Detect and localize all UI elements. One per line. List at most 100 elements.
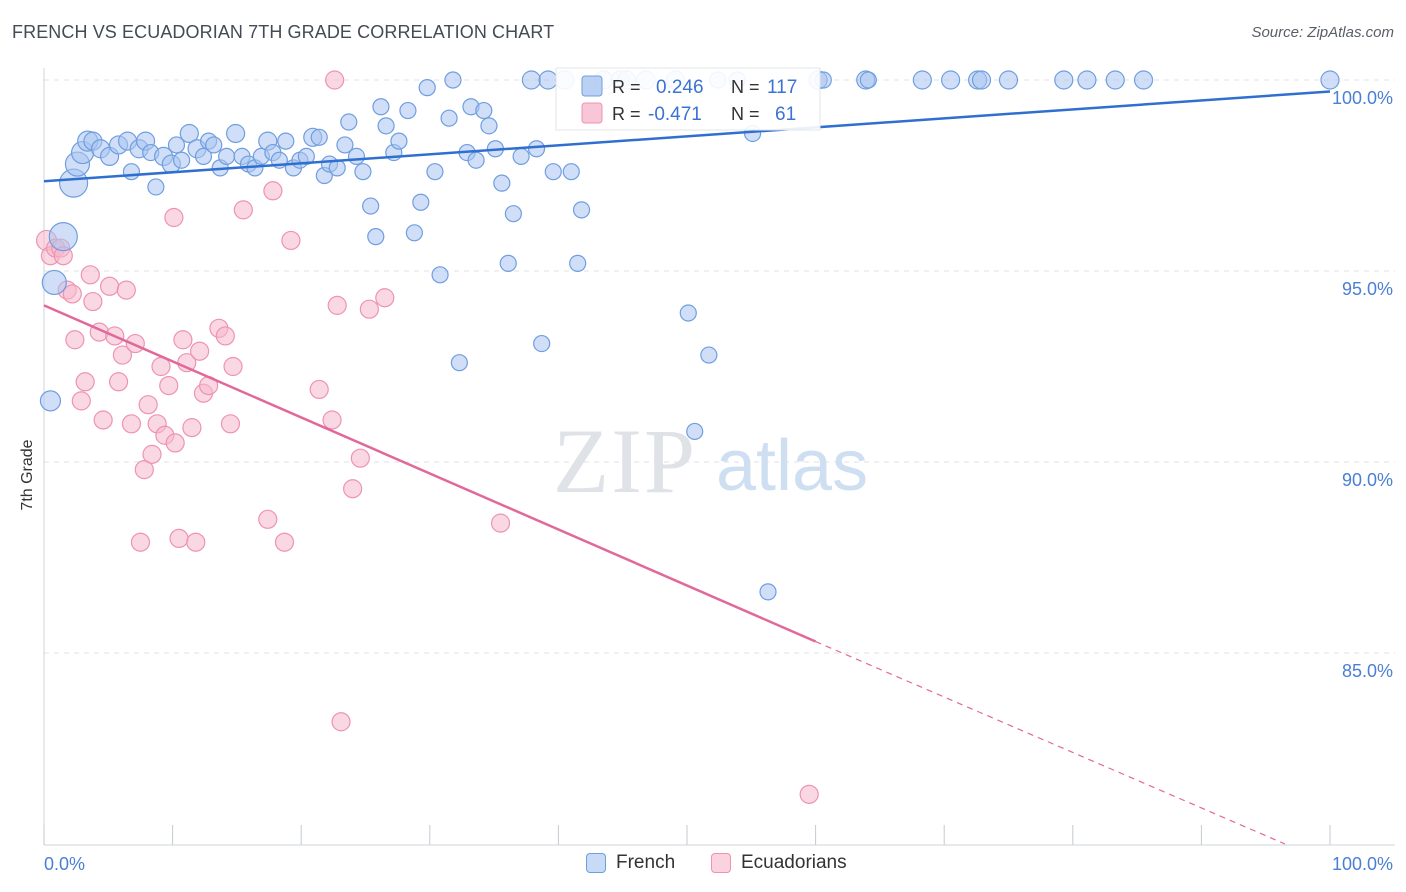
ecuadorian-point <box>93 410 113 430</box>
french-point <box>679 304 697 322</box>
ecuadorian-point <box>327 295 347 315</box>
ecuadorian-point <box>322 410 342 430</box>
ecuadorian-point <box>258 509 278 529</box>
french-point <box>418 79 436 97</box>
french-point <box>1054 70 1074 90</box>
french-point <box>971 70 992 90</box>
ecuadorian-point <box>359 299 379 319</box>
french-point <box>444 71 462 89</box>
french-point <box>377 117 395 135</box>
ecuadorian-trend-extension <box>815 640 1286 845</box>
y-tick-label: 100.0% <box>1332 88 1393 108</box>
french-point <box>167 136 186 154</box>
french-point <box>367 228 385 246</box>
french-point <box>179 123 199 144</box>
ecuadorian-point <box>350 448 370 468</box>
stats-legend: R = 0.246 N = 117 R = -0.471 N = 61 <box>555 67 821 131</box>
french-point <box>1320 70 1340 90</box>
ecuadorian-point <box>799 784 819 804</box>
french-point <box>499 254 517 272</box>
ecuadorian-point <box>274 532 295 552</box>
french-point <box>533 334 551 353</box>
french-swatch <box>586 853 606 873</box>
french-point <box>475 101 493 120</box>
french-point <box>399 101 417 120</box>
french-point <box>467 151 485 169</box>
trend-lines <box>43 90 1331 845</box>
ecuadorian-point <box>375 288 395 308</box>
x-tick-labels: 0.0% 100.0% <box>44 854 1393 874</box>
ecuadorian-point <box>65 330 85 350</box>
french-point <box>310 128 328 146</box>
ecuadorian-point <box>80 265 100 285</box>
legend-swatch-french <box>581 75 603 97</box>
french-point <box>362 197 380 215</box>
ecuadorian-point <box>186 532 206 552</box>
french-point <box>226 123 246 144</box>
french-point <box>347 147 366 165</box>
french-point <box>426 163 444 181</box>
french-point <box>521 70 541 90</box>
ecuadorian-trend-line <box>43 304 817 643</box>
french-point <box>759 583 777 601</box>
french-point <box>998 70 1019 90</box>
french-point <box>504 205 522 223</box>
chart-title: FRENCH VS ECUADORIAN 7TH GRADE CORRELATI… <box>12 22 555 42</box>
french-point <box>173 151 191 169</box>
ecuadorians-swatch <box>711 853 731 873</box>
french-point <box>205 136 223 154</box>
french-point <box>218 147 236 165</box>
french-point <box>480 117 498 135</box>
french-points <box>39 70 1340 601</box>
legend-item-ecuadorians[interactable]: Ecuadorians <box>711 852 847 874</box>
french-point <box>48 222 78 252</box>
ecuadorian-point <box>220 414 241 434</box>
french-point <box>390 132 408 150</box>
french-point <box>572 201 591 219</box>
ecuadorian-point <box>182 418 202 438</box>
ecuadorian-point <box>490 513 511 533</box>
french-point <box>700 346 718 364</box>
french-point <box>405 224 423 242</box>
french-point <box>544 163 562 181</box>
french-point <box>431 266 449 284</box>
ecuadorian-point <box>325 70 345 90</box>
y-tick-label: 85.0% <box>1342 661 1393 681</box>
french-point <box>147 178 165 196</box>
ecuadorian-point <box>343 479 363 499</box>
y-tick-label: 90.0% <box>1342 470 1393 490</box>
ecuadorian-point <box>165 433 185 453</box>
legend-r-label-ecuadorian: R = <box>612 104 641 124</box>
legend-label-ecuadorians: Ecuadorians <box>741 852 847 873</box>
ecuadorian-point <box>215 326 235 346</box>
french-point <box>859 71 877 89</box>
legend-r-value-french: 0.246 <box>656 77 704 98</box>
french-point <box>194 147 213 165</box>
ecuadorian-point <box>62 284 82 304</box>
ecuadorian-point <box>75 372 95 392</box>
ecuadorian-point <box>164 207 184 228</box>
legend-r-label-french: R = <box>612 77 641 97</box>
watermark-zip: ZIP <box>553 410 697 512</box>
french-point <box>440 109 458 127</box>
legend-label-french: French <box>616 852 676 873</box>
french-point <box>1105 70 1125 90</box>
legend-r-value-ecuadorian: -0.471 <box>648 104 702 125</box>
french-point <box>39 390 62 412</box>
french-point <box>941 70 961 90</box>
ecuadorian-point <box>173 330 193 350</box>
ecuadorian-point <box>142 444 162 464</box>
ecuadorian-point <box>130 532 151 552</box>
french-point <box>340 113 358 131</box>
ecuadorian-point <box>331 712 351 732</box>
ecuadorian-point <box>223 356 243 377</box>
x-tick-label-min: 0.0% <box>44 854 85 874</box>
ecuadorian-point <box>169 528 189 549</box>
ecuadorian-point <box>116 280 136 300</box>
ecuadorian-point <box>281 230 301 251</box>
legend-swatch-ecuadorian <box>581 102 603 124</box>
french-point <box>277 132 295 150</box>
legend-item-french[interactable]: French <box>586 852 675 874</box>
french-point <box>122 163 141 181</box>
source-label: Source: ZipAtlas.com <box>1251 24 1394 41</box>
